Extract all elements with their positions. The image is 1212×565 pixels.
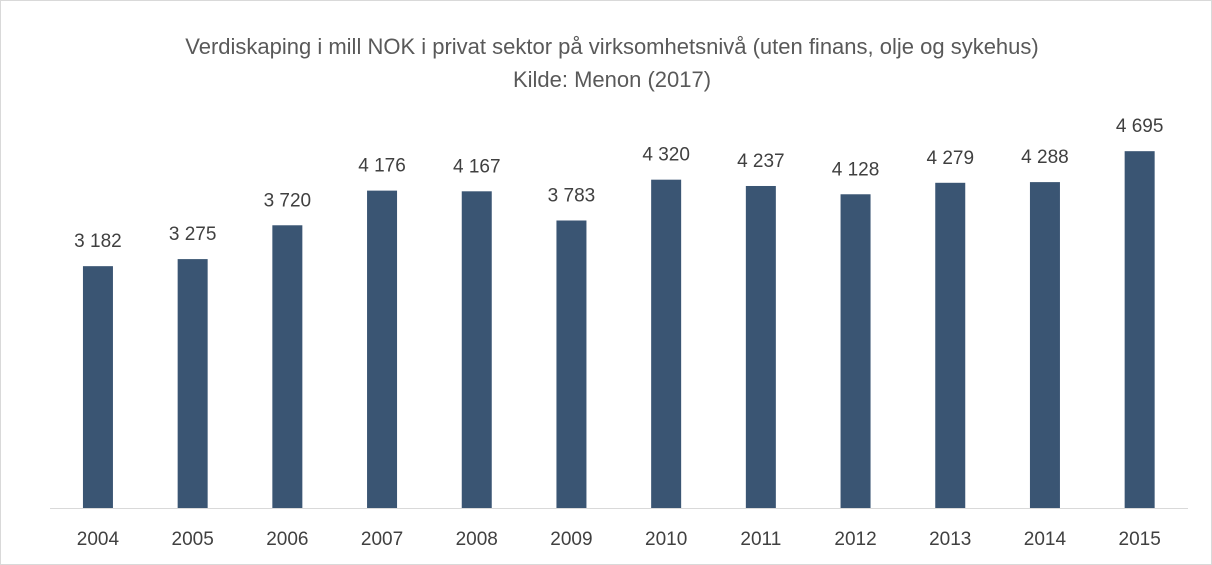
data-label: 3 720 xyxy=(264,190,312,211)
x-tick-label: 2011 xyxy=(740,529,781,550)
x-tick-label: 2007 xyxy=(361,529,403,550)
x-tick-label: 2010 xyxy=(645,529,687,550)
chart-title: Verdiskaping i mill NOK i privat sektor … xyxy=(185,34,1039,92)
x-tick-label: 2014 xyxy=(1024,529,1067,550)
x-tick-label: 2013 xyxy=(929,529,971,550)
bar xyxy=(556,220,587,508)
bar xyxy=(177,259,208,508)
x-tick-label: 2015 xyxy=(1119,529,1161,550)
bar xyxy=(1124,151,1155,508)
data-label: 4 176 xyxy=(358,156,406,177)
bar xyxy=(840,194,871,508)
data-label: 4 279 xyxy=(926,148,974,169)
bar xyxy=(461,191,492,509)
data-label: 4 237 xyxy=(737,151,785,172)
x-tick-label: 2006 xyxy=(266,529,308,550)
data-label: 3 275 xyxy=(169,224,217,245)
data-label: 3 182 xyxy=(74,231,122,252)
x-tick-label: 2008 xyxy=(456,529,498,550)
x-tick-label: 2012 xyxy=(834,529,876,550)
data-label: 4 320 xyxy=(642,145,690,166)
bar xyxy=(272,225,303,508)
bar xyxy=(745,185,776,508)
bar xyxy=(935,182,966,508)
data-label: 4 695 xyxy=(1116,116,1164,137)
x-tick-label: 2005 xyxy=(172,529,214,550)
data-label: 4 128 xyxy=(832,159,880,180)
bar xyxy=(1029,182,1060,508)
data-label: 4 167 xyxy=(453,156,501,177)
bar xyxy=(651,179,682,508)
x-tick-label: 2009 xyxy=(550,529,592,550)
x-tick-label: 2004 xyxy=(77,529,120,550)
bar xyxy=(82,266,113,508)
bar xyxy=(367,190,398,508)
data-label: 3 783 xyxy=(548,186,596,207)
data-label: 4 288 xyxy=(1021,147,1069,168)
